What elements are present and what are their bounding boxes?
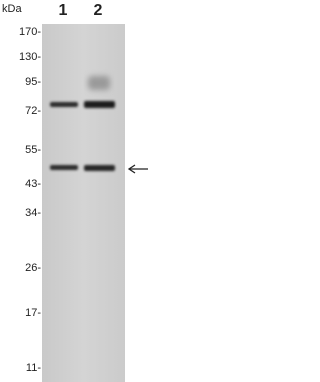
marker-label: 55- xyxy=(25,144,41,156)
marker-label: 170- xyxy=(19,26,41,38)
marker-label: 11- xyxy=(26,362,41,374)
band xyxy=(84,101,115,108)
blot-figure: kDa 1 2 170- 130- 95- 72- 55- 43- 34- 26… xyxy=(2,2,148,382)
unit-label: kDa xyxy=(2,3,22,15)
lane-label: 2 xyxy=(94,2,103,19)
band xyxy=(50,165,78,170)
band xyxy=(50,102,78,107)
marker-label: 17- xyxy=(25,307,41,319)
marker-label: 72- xyxy=(25,105,41,117)
lane-label: 1 xyxy=(59,2,68,19)
marker-label: 34- xyxy=(25,207,41,219)
marker-label: 95- xyxy=(25,76,41,88)
marker-label: 43- xyxy=(25,178,41,190)
page: {"header": {"unit": "kDa", "lanes": ["1"… xyxy=(0,0,150,382)
band xyxy=(84,165,115,171)
band-smear xyxy=(88,76,110,90)
arrow xyxy=(127,164,148,174)
marker-label: 130- xyxy=(19,51,41,63)
marker-label: 26- xyxy=(25,262,41,274)
membrane xyxy=(42,24,125,382)
